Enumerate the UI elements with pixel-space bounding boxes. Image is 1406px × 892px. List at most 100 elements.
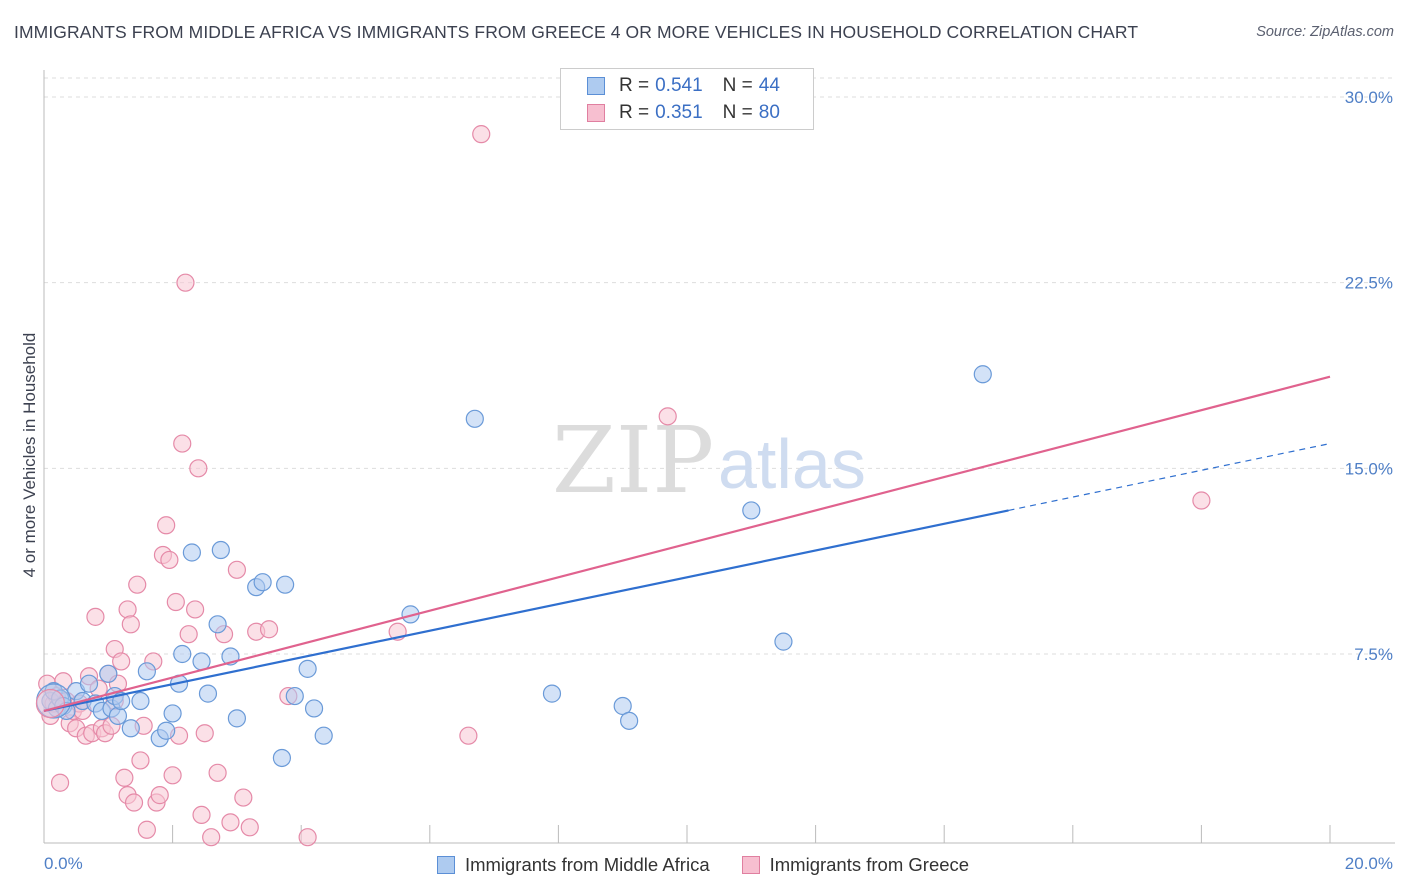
point-greece (459, 726, 478, 745)
legend-swatch-greece (741, 856, 760, 874)
point-greece (221, 813, 240, 832)
legend-r-label: R = (619, 75, 650, 96)
point-middle-africa (157, 721, 176, 740)
point-middle-africa (272, 748, 292, 768)
point-middle-africa (173, 644, 192, 664)
point-greece (157, 516, 176, 535)
point-greece (1192, 491, 1211, 510)
point-middle-africa (620, 711, 639, 730)
x-tick-label-max: 20.0% (1345, 854, 1393, 873)
point-greece (176, 273, 195, 292)
watermark: ZIP atlas (552, 407, 866, 514)
point-greece (118, 600, 137, 619)
point-greece (186, 600, 205, 619)
point-greece (192, 805, 211, 825)
point-middle-africa (121, 719, 140, 738)
trend-line-greece (43, 375, 1331, 713)
point-greece (166, 592, 185, 612)
legend-row-middle-africa: R = 0.541 N = 44 (587, 74, 780, 98)
point-greece (160, 550, 179, 570)
point-middle-africa (108, 706, 128, 725)
point-middle-africa (99, 664, 118, 683)
point-middle-africa (304, 699, 324, 718)
point-greece (115, 768, 134, 787)
legend-r-value-greece: 0.351 (655, 102, 703, 123)
point-middle-africa (973, 365, 992, 384)
x-tick-label-min: 0.0% (44, 854, 83, 873)
axis-labels: 7.5% 15.0% 22.5% 30.0% 0.0% 20.0% 4 or more Ve… (20, 88, 1393, 873)
point-greece (298, 828, 317, 847)
point-greece (472, 125, 491, 144)
correlation-legend: R = 0.541 N = 44 R = 0.351 N = 80 (560, 68, 814, 130)
point-greece (112, 652, 131, 671)
y-tick-label: 30.0% (1345, 88, 1393, 107)
point-greece (179, 625, 198, 644)
y-axis-title: 4 or more Vehicles in Household (20, 333, 39, 578)
point-middle-africa (131, 691, 150, 711)
point-greece (124, 793, 144, 812)
legend-n-value-middle-africa: 44 (758, 75, 780, 96)
legend-n-value-greece: 80 (758, 102, 780, 123)
y-tick-label: 22.5% (1345, 274, 1393, 293)
chart-title: IMMIGRANTS FROM MIDDLE AFRICA VS IMMIGRA… (14, 22, 1139, 42)
point-middle-africa (465, 409, 484, 428)
point-greece (234, 788, 253, 807)
gridlines (44, 77, 1395, 655)
point-middle-africa (211, 540, 230, 560)
trend-line-middle-africa (43, 509, 1009, 713)
point-greece (195, 724, 214, 743)
point-greece (173, 434, 192, 453)
trend-lines (43, 375, 1331, 713)
y-tick-label: 15.0% (1345, 459, 1393, 478)
legend-n-label: N = (722, 75, 753, 96)
point-middle-africa (742, 501, 761, 520)
point-middle-africa (79, 674, 99, 693)
legend-item-greece[interactable]: Immigrants from Greece (741, 854, 970, 876)
legend-label-middle-africa: Immigrants from Middle Africa (464, 854, 710, 875)
legend-swatch-greece (587, 104, 605, 122)
point-greece (240, 818, 259, 837)
point-middle-africa (298, 659, 317, 678)
point-greece (137, 820, 156, 839)
point-middle-africa (198, 684, 218, 703)
point-greece (208, 763, 227, 782)
point-greece (658, 407, 677, 426)
data-points (35, 125, 1211, 847)
point-middle-africa (227, 709, 246, 728)
point-middle-africa (314, 726, 333, 745)
point-greece (128, 575, 147, 594)
legend-item-middle-africa[interactable]: Immigrants from Middle Africa (436, 854, 710, 876)
point-middle-africa (285, 686, 304, 706)
watermark-atlas: atlas (718, 425, 866, 503)
point-greece-cluster (35, 688, 66, 719)
point-middle-africa (163, 704, 182, 723)
point-greece (163, 766, 182, 785)
y-tick-label: 7.5% (1354, 645, 1393, 664)
watermark-zip: ZIP (552, 407, 714, 514)
point-greece (121, 615, 140, 634)
point-middle-africa (208, 615, 227, 634)
legend-r-label: R = (619, 102, 650, 123)
point-greece (189, 459, 208, 478)
point-middle-africa (253, 573, 272, 592)
point-greece (202, 828, 221, 847)
point-greece (259, 620, 279, 639)
point-greece (50, 773, 70, 792)
legend-swatch-middle-africa (587, 77, 605, 95)
trend-line-middle-africa-extension (1008, 442, 1331, 512)
point-greece (150, 786, 169, 805)
point-middle-africa (137, 662, 156, 681)
legend-row-greece: R = 0.351 N = 80 (587, 101, 780, 125)
point-middle-africa (774, 632, 793, 651)
point-greece (227, 560, 246, 579)
series-legend: Immigrants from Middle Africa Immigrants… (0, 852, 1406, 878)
point-middle-africa (276, 575, 295, 594)
point-greece (131, 751, 150, 770)
legend-label-greece: Immigrants from Greece (769, 854, 970, 875)
point-greece (86, 607, 105, 626)
point-middle-africa (182, 543, 201, 562)
chart-source: Source: ZipAtlas.com (1256, 24, 1394, 40)
legend-swatch-middle-africa (436, 856, 455, 874)
legend-n-label: N = (722, 102, 753, 123)
